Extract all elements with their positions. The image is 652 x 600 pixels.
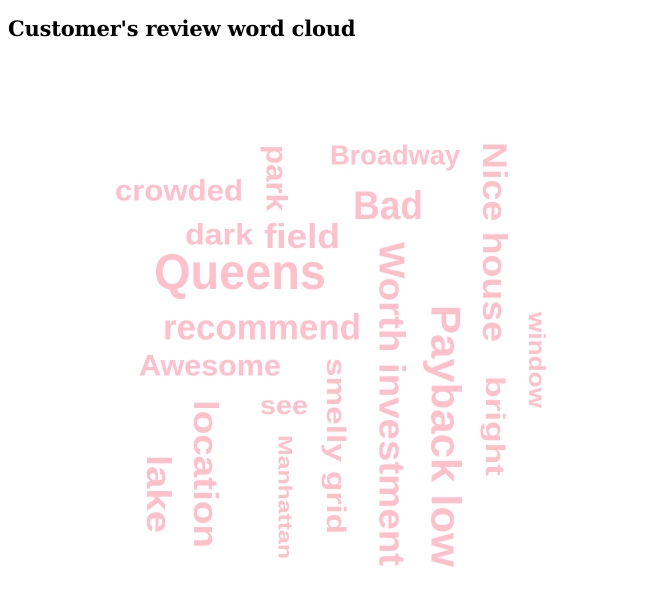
word-worth-investment: Worth investment: [372, 242, 413, 566]
word-crowded: crowded: [115, 175, 243, 208]
word-payback-low: Payback low: [423, 305, 470, 567]
word-lake: lake: [139, 455, 177, 533]
word-nice-house: Nice house: [475, 142, 513, 342]
word-awesome: Awesome: [139, 350, 281, 383]
word-park: park: [260, 145, 293, 211]
word-dark: dark: [185, 219, 253, 252]
word-manhattan: Manhattan: [274, 435, 295, 559]
page-title: Customer's review word cloud: [8, 16, 356, 41]
word-field: field: [264, 218, 340, 256]
word-recommend: recommend: [163, 307, 361, 348]
word-window: window: [524, 311, 550, 408]
word-see: see: [260, 390, 308, 420]
word-bad: Bad: [353, 184, 423, 228]
word-queens: Queens: [154, 244, 326, 300]
word-smelly-grid: smelly grid: [321, 358, 351, 534]
word-broadway: Broadway: [330, 140, 460, 171]
word-location: location: [186, 400, 224, 548]
word-bright: bright: [480, 376, 510, 476]
